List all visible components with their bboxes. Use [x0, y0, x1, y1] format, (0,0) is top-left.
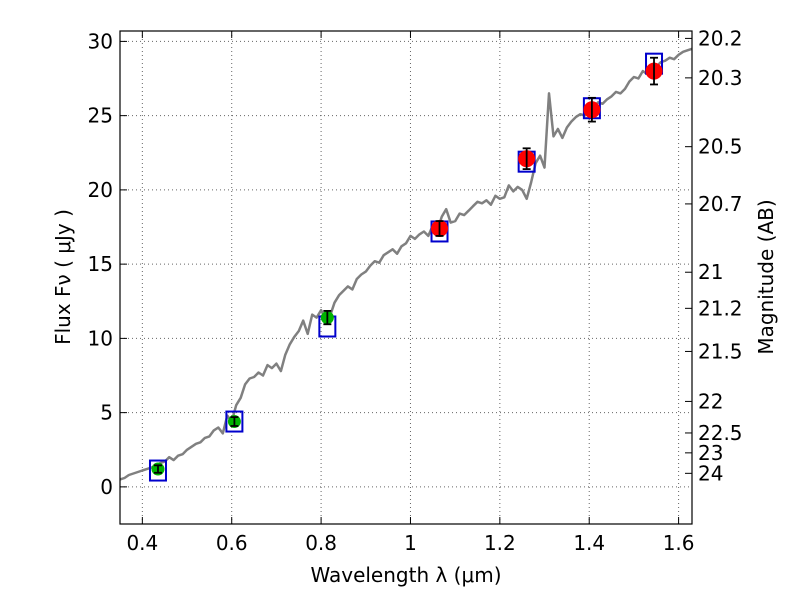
x-tick-label: 1.6	[663, 531, 695, 555]
x-tick-label: 0.8	[305, 531, 337, 555]
right-tick-label: 20.7	[698, 192, 743, 216]
x-tick-label: 0.4	[126, 531, 158, 555]
right-tick-label: 22	[698, 389, 723, 413]
y-axis-label: Flux Fν ( μJy )	[51, 209, 75, 345]
right-tick-label: 20.5	[698, 135, 743, 159]
right-tick-label: 22.5	[698, 421, 743, 445]
y-tick-label: 15	[88, 252, 113, 276]
plot-frame	[119, 30, 693, 525]
axis-labels: Wavelength λ (μm) Flux Fν ( μJy ) Magnit…	[51, 199, 778, 587]
y-tick-label: 10	[88, 326, 113, 350]
right-tick-label: 20.3	[698, 66, 743, 90]
data-series	[120, 47, 692, 482]
x-tick-label: 1.2	[484, 531, 516, 555]
y-tick-label: 0	[100, 475, 113, 499]
right-tick-label: 23	[698, 441, 723, 465]
right-tick-label: 21.5	[698, 339, 743, 363]
right-tick-label: 20.2	[698, 26, 743, 50]
y-tick-label: 30	[88, 29, 113, 53]
x-tick-label: 0.6	[216, 531, 248, 555]
right-tick-label: 21	[698, 260, 723, 284]
right-axis-label: Magnitude (AB)	[754, 199, 778, 354]
model-photometry-box	[148, 459, 167, 482]
axes: 0.4 0.6 0.8 1 1.2 1.4 1.6 0 5 10 15 20 25 30 20.2 20.3 2…	[88, 26, 743, 555]
x-axis-label: Wavelength λ (μm)	[310, 563, 501, 587]
right-tick-label: 21.2	[698, 296, 743, 320]
model-photometry-box	[225, 410, 244, 433]
grid-lines	[120, 31, 692, 524]
y-tick-label: 20	[88, 178, 113, 202]
x-tick-label: 1.4	[573, 531, 605, 555]
y-tick-label: 25	[88, 104, 113, 128]
right-tick-label: 24	[698, 461, 723, 485]
y-tick-label: 5	[100, 401, 113, 425]
x-tick-label: 1	[404, 531, 417, 555]
model-spectrum-line	[120, 47, 692, 481]
